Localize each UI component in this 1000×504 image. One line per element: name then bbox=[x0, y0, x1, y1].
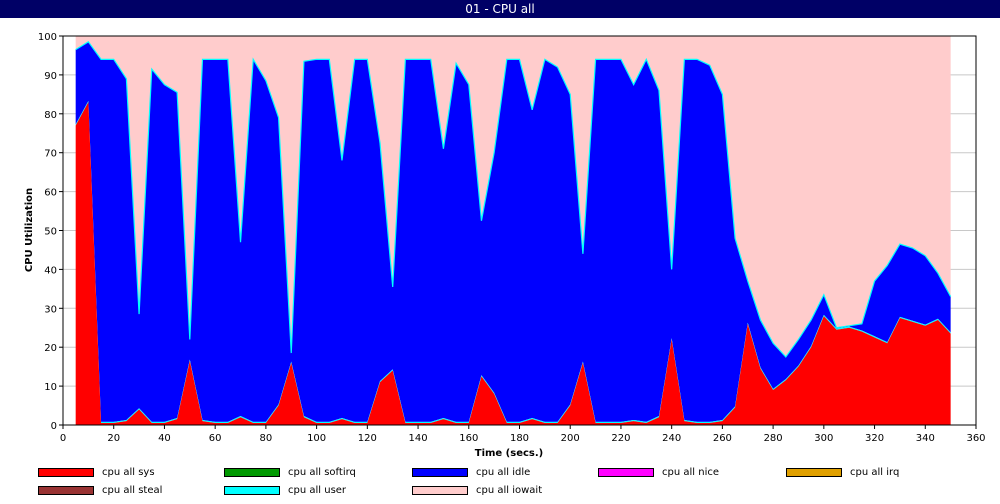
x-tick-label: 200 bbox=[561, 433, 580, 444]
y-tick-label: 90 bbox=[44, 71, 57, 82]
legend: cpu all sys cpu all softirq cpu all idle cp… bbox=[0, 460, 1000, 504]
axes: 0 10 20 30 40 50 60 70 80 90 100 0 20 40 60 80 100 120 140… bbox=[38, 32, 986, 444]
legend-swatch bbox=[786, 468, 842, 477]
cpu-utilization-chart: 0 10 20 30 40 50 60 70 80 90 100 0 20 40 60 80 100 120 140… bbox=[24, 32, 986, 459]
legend-label: cpu all nice bbox=[662, 467, 719, 478]
y-tick-label: 10 bbox=[44, 382, 57, 393]
legend-swatch bbox=[38, 468, 94, 477]
x-tick-label: 180 bbox=[510, 433, 529, 444]
legend-item: cpu all softirq bbox=[224, 466, 404, 480]
legend-label: cpu all irq bbox=[850, 467, 900, 478]
y-tick-label: 50 bbox=[44, 227, 57, 238]
x-tick-label: 100 bbox=[307, 433, 326, 444]
y-tick-label: 40 bbox=[44, 265, 57, 276]
x-tick-label: 60 bbox=[209, 433, 222, 444]
idle-top-edge bbox=[75, 41, 952, 358]
legend-swatch bbox=[412, 468, 468, 477]
y-tick-label: 80 bbox=[44, 110, 57, 121]
legend-label: cpu all steal bbox=[102, 485, 163, 496]
legend-label: cpu all iowait bbox=[476, 485, 543, 496]
legend-swatch bbox=[598, 468, 654, 477]
legend-swatch bbox=[224, 486, 280, 495]
legend-swatch bbox=[38, 486, 94, 495]
legend-item: cpu all irq bbox=[786, 466, 966, 480]
legend-swatch bbox=[412, 486, 468, 495]
area-sys bbox=[75, 102, 951, 425]
y-axis-label: CPU Utilization bbox=[24, 188, 35, 272]
y-tick-label: 0 bbox=[51, 421, 57, 432]
x-tick-label: 300 bbox=[814, 433, 833, 444]
y-tick-label: 70 bbox=[44, 149, 57, 160]
x-tick-label: 360 bbox=[966, 433, 985, 444]
y-tick-label: 100 bbox=[38, 32, 57, 43]
legend-item: cpu all user bbox=[224, 484, 404, 498]
x-tick-label: 320 bbox=[865, 433, 884, 444]
x-tick-label: 220 bbox=[611, 433, 630, 444]
x-tick-label: 40 bbox=[158, 433, 171, 444]
legend-label: cpu all softirq bbox=[288, 467, 356, 478]
legend-item: cpu all steal bbox=[38, 484, 218, 498]
legend-item: cpu all iowait bbox=[412, 484, 592, 498]
chart-window-title: 01 - CPU all bbox=[0, 0, 1000, 18]
legend-item: cpu all idle bbox=[412, 466, 592, 480]
legend-item: cpu all nice bbox=[598, 466, 778, 480]
x-tick-label: 280 bbox=[764, 433, 783, 444]
x-tick-label: 160 bbox=[459, 433, 478, 444]
x-tick-label: 240 bbox=[662, 433, 681, 444]
legend-item: cpu all sys bbox=[38, 466, 218, 480]
y-tick-label: 30 bbox=[44, 304, 57, 315]
x-tick-label: 0 bbox=[60, 433, 66, 444]
area-idle bbox=[75, 41, 951, 422]
x-axis-label: Time (secs.) bbox=[475, 448, 544, 459]
x-tick-label: 260 bbox=[713, 433, 732, 444]
x-tick-label: 20 bbox=[107, 433, 120, 444]
x-tick-label: 340 bbox=[916, 433, 935, 444]
legend-label: cpu all user bbox=[288, 485, 347, 496]
y-tick-label: 20 bbox=[44, 343, 57, 354]
legend-label: cpu all idle bbox=[476, 467, 531, 478]
x-tick-label: 140 bbox=[409, 433, 428, 444]
legend-swatch bbox=[224, 468, 280, 477]
y-tick-label: 60 bbox=[44, 188, 57, 199]
legend-label: cpu all sys bbox=[102, 467, 155, 478]
x-tick-label: 120 bbox=[358, 433, 377, 444]
stacked-areas bbox=[75, 36, 952, 425]
x-tick-label: 80 bbox=[260, 433, 273, 444]
